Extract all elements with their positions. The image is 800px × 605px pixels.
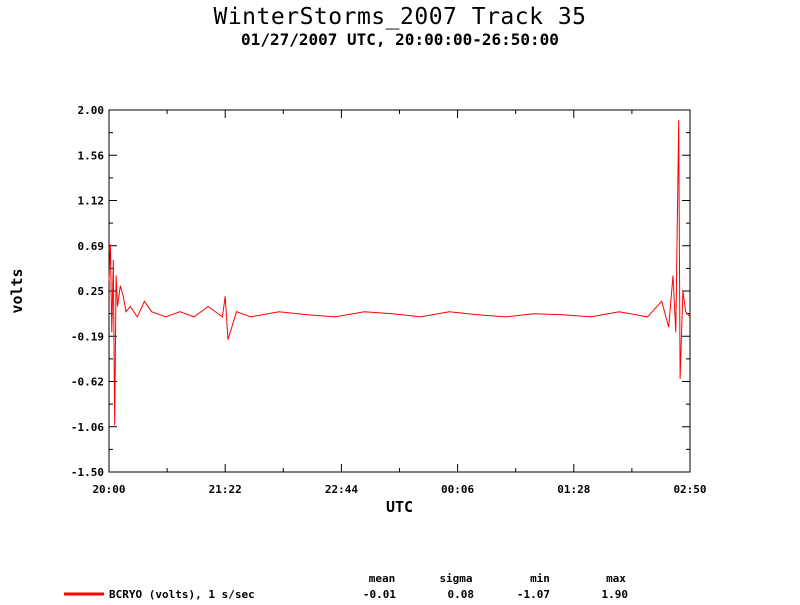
y-axis-label: volts xyxy=(8,268,26,313)
y-tick-label: 1.56 xyxy=(78,149,105,162)
x-tick-label: 20:00 xyxy=(92,483,125,496)
x-tick-label: 01:28 xyxy=(557,483,590,496)
stat-value-mean: -0.01 xyxy=(363,588,396,601)
y-tick-label: 0.69 xyxy=(78,240,105,253)
x-tick-label: 00:06 xyxy=(441,483,474,496)
y-tick-label: -1.06 xyxy=(71,421,104,434)
x-tick-label: 02:50 xyxy=(673,483,706,496)
stat-value-max: 1.90 xyxy=(602,588,629,601)
x-axis-label: UTC xyxy=(386,498,413,516)
series-line-bcryo xyxy=(108,120,691,426)
stat-header-max: max xyxy=(606,572,626,585)
chart-title: WinterStorms_2007 Track 35 xyxy=(213,4,587,30)
y-tick-label: 0.25 xyxy=(78,285,105,298)
y-tick-label: 1.12 xyxy=(78,195,105,208)
stat-value-sigma: 0.08 xyxy=(448,588,475,601)
stat-header-sigma: sigma xyxy=(439,572,472,585)
plot-frame xyxy=(108,109,691,473)
x-tick-label: 21:22 xyxy=(209,483,242,496)
y-tick-label: 2.00 xyxy=(78,104,105,117)
stat-header-mean: mean xyxy=(369,572,396,585)
legend-label-bcryo: BCRYO (volts), 1 s/sec xyxy=(109,588,255,601)
stat-header-min: min xyxy=(530,572,550,585)
chart-subtitle: 01/27/2007 UTC, 20:00:00-26:50:00 xyxy=(241,30,559,49)
y-tick-label: -0.62 xyxy=(71,376,104,389)
y-tick-label: -1.50 xyxy=(71,466,104,479)
x-tick-label: 22:44 xyxy=(325,483,358,496)
y-tick-label: -0.19 xyxy=(71,330,104,343)
stat-value-min: -1.07 xyxy=(517,588,550,601)
